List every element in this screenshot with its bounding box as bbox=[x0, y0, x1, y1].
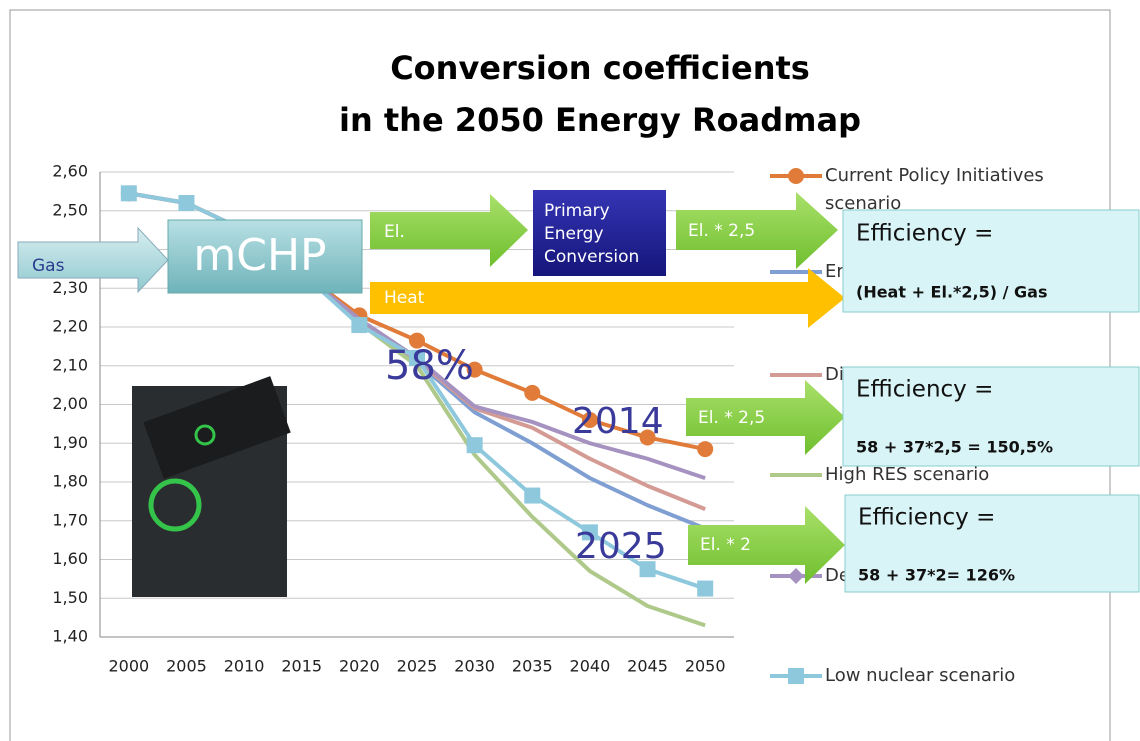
point bbox=[639, 561, 656, 578]
el-label: El. bbox=[384, 222, 405, 242]
point bbox=[120, 185, 137, 202]
legend-label: Current Policy Initiatives scenario bbox=[825, 165, 1044, 214]
y-tick-label: 2,50 bbox=[52, 200, 88, 219]
y-tick-label: 1,80 bbox=[52, 472, 88, 491]
el25-label: El. * 2,5 bbox=[688, 221, 755, 241]
mchp-box bbox=[167, 219, 363, 294]
efficiency-label: Efficiency = bbox=[856, 377, 993, 403]
y-tick-label: 2,20 bbox=[52, 317, 88, 336]
y-tick-label: 2,60 bbox=[52, 162, 88, 181]
legend-marker bbox=[788, 168, 804, 184]
efficiency-formula: 58 + 37*2,5 = 150,5% bbox=[856, 438, 1053, 457]
x-tick-label: 2010 bbox=[224, 657, 265, 676]
primary-label: Primary bbox=[544, 201, 610, 221]
year-annotation: 2025 bbox=[575, 526, 667, 567]
legend-marker bbox=[788, 568, 804, 584]
chart-title: Conversion coefficients bbox=[390, 49, 810, 87]
x-tick-label: 2040 bbox=[570, 657, 611, 676]
el-arrow bbox=[370, 194, 528, 267]
heat-label: Heat bbox=[384, 288, 425, 308]
x-tick-label: 2035 bbox=[512, 657, 553, 676]
point bbox=[697, 580, 714, 597]
y-tick-label: 1,70 bbox=[52, 510, 88, 529]
y-tick-label: 1,90 bbox=[52, 433, 88, 452]
primary-label: Energy bbox=[544, 224, 604, 244]
x-tick-label: 2005 bbox=[166, 657, 207, 676]
photo-detail bbox=[148, 478, 202, 532]
point bbox=[178, 195, 195, 211]
primary-label: Conversion bbox=[544, 247, 639, 267]
efficiency-label: Efficiency = bbox=[856, 221, 993, 247]
y-tick-label: 2,30 bbox=[52, 278, 88, 297]
y-tick-label: 2,10 bbox=[52, 355, 88, 374]
legend-marker bbox=[788, 668, 804, 684]
y-tick-label: 1,60 bbox=[52, 549, 88, 568]
x-tick-label: 2050 bbox=[685, 657, 726, 676]
efficiency-box bbox=[842, 209, 1140, 313]
x-tick-label: 2015 bbox=[281, 657, 322, 676]
el25-arrow bbox=[676, 192, 838, 269]
efficiency-label: Efficiency = bbox=[858, 505, 995, 531]
year-annotation: 2014 bbox=[572, 401, 664, 442]
y-tick-label: 2,00 bbox=[52, 394, 88, 413]
efficiency-box bbox=[842, 366, 1140, 467]
legend-label: Low nuclear scenario bbox=[825, 665, 1016, 686]
x-tick-label: 2020 bbox=[339, 657, 380, 676]
heat-arrow bbox=[370, 268, 845, 328]
chart-subtitle: in the 2050 Energy Roadmap bbox=[339, 101, 861, 139]
el2-arrow bbox=[688, 506, 845, 584]
legend-label: De bbox=[825, 565, 850, 586]
gas-arrow bbox=[17, 226, 169, 294]
gas-label: Gas bbox=[32, 256, 65, 276]
point bbox=[351, 317, 368, 334]
point bbox=[524, 487, 541, 504]
legend-label: Er bbox=[825, 261, 844, 282]
x-tick-label: 2045 bbox=[627, 657, 668, 676]
el2-label: El. * 2 bbox=[700, 535, 751, 555]
percent-annotation: 58% bbox=[385, 343, 474, 389]
y-tick-label: 1,40 bbox=[52, 627, 88, 646]
photo-detail bbox=[194, 424, 216, 446]
mchp-label: mCHP bbox=[193, 230, 326, 281]
point bbox=[524, 384, 541, 401]
point bbox=[466, 437, 483, 454]
point bbox=[639, 429, 656, 446]
efficiency-box bbox=[844, 494, 1140, 593]
x-tick-label: 2025 bbox=[397, 657, 438, 676]
point bbox=[581, 524, 598, 541]
point bbox=[466, 361, 483, 378]
el25-label: El. * 2,5 bbox=[698, 408, 765, 428]
point bbox=[409, 332, 425, 349]
x-tick-label: 2030 bbox=[454, 657, 495, 676]
el25-arrow bbox=[686, 380, 845, 455]
primary-box bbox=[533, 190, 666, 276]
x-tick-label: 2000 bbox=[108, 657, 149, 676]
photo-detail bbox=[143, 376, 291, 479]
legend-label: High RES scenario bbox=[825, 464, 990, 485]
point bbox=[409, 350, 425, 366]
point bbox=[581, 412, 598, 428]
efficiency-formula: (Heat + El.*2,5) / Gas bbox=[856, 283, 1048, 302]
efficiency-formula: 58 + 37*2= 126% bbox=[858, 566, 1015, 585]
y-tick-label: 1,50 bbox=[52, 588, 88, 607]
legend-label: Di bbox=[825, 364, 844, 385]
point bbox=[697, 441, 714, 458]
